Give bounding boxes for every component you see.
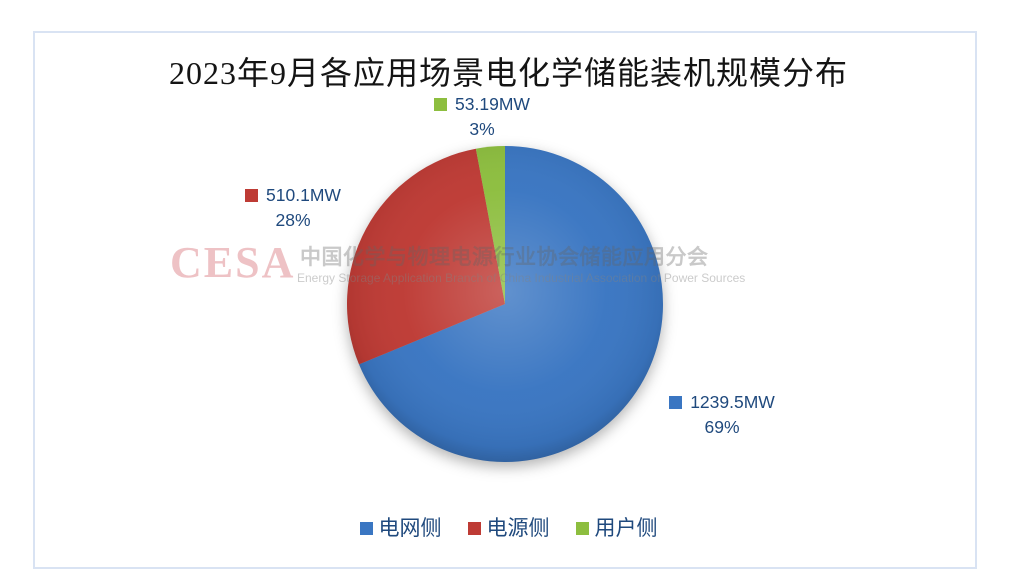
chart-title: 2023年9月各应用场景电化学储能装机规模分布 [168,55,848,91]
legend-label: 电网侧 [378,516,442,540]
data-label-user-side: 53.19MW 3% [394,94,570,140]
legend-item-user-side[interactable]: 用户侧 [575,516,658,540]
data-label-value: 1239.5MW [690,392,775,412]
data-label-value: 53.19MW [455,94,530,114]
power-supply-side-marker-icon [245,189,259,202]
grid-side-marker-icon [669,396,683,409]
data-label-power-supply-side: 510.1MW 28% [205,185,381,231]
data-label-grid-side: 1239.5MW 69% [634,392,810,438]
data-label-percent: 28% [275,210,311,230]
data-label-value: 510.1MW [266,185,341,205]
legend-label: 电源侧 [486,516,550,540]
legend-label: 用户侧 [594,516,658,540]
legend-item-grid-side[interactable]: 电网侧 [359,516,442,540]
legend-item-power-supply-side[interactable]: 电源侧 [467,516,550,540]
pie-slices [347,146,664,462]
legend-marker-icon [359,522,373,535]
user-side-marker-icon [434,98,448,111]
legend-marker-icon [467,522,481,535]
data-label-percent: 69% [704,417,740,437]
pie-chart [347,146,664,462]
legend-marker-icon [575,522,589,535]
data-label-percent: 3% [469,119,495,139]
chart-legend: 电网侧 电源侧 用户侧 [0,518,1017,539]
